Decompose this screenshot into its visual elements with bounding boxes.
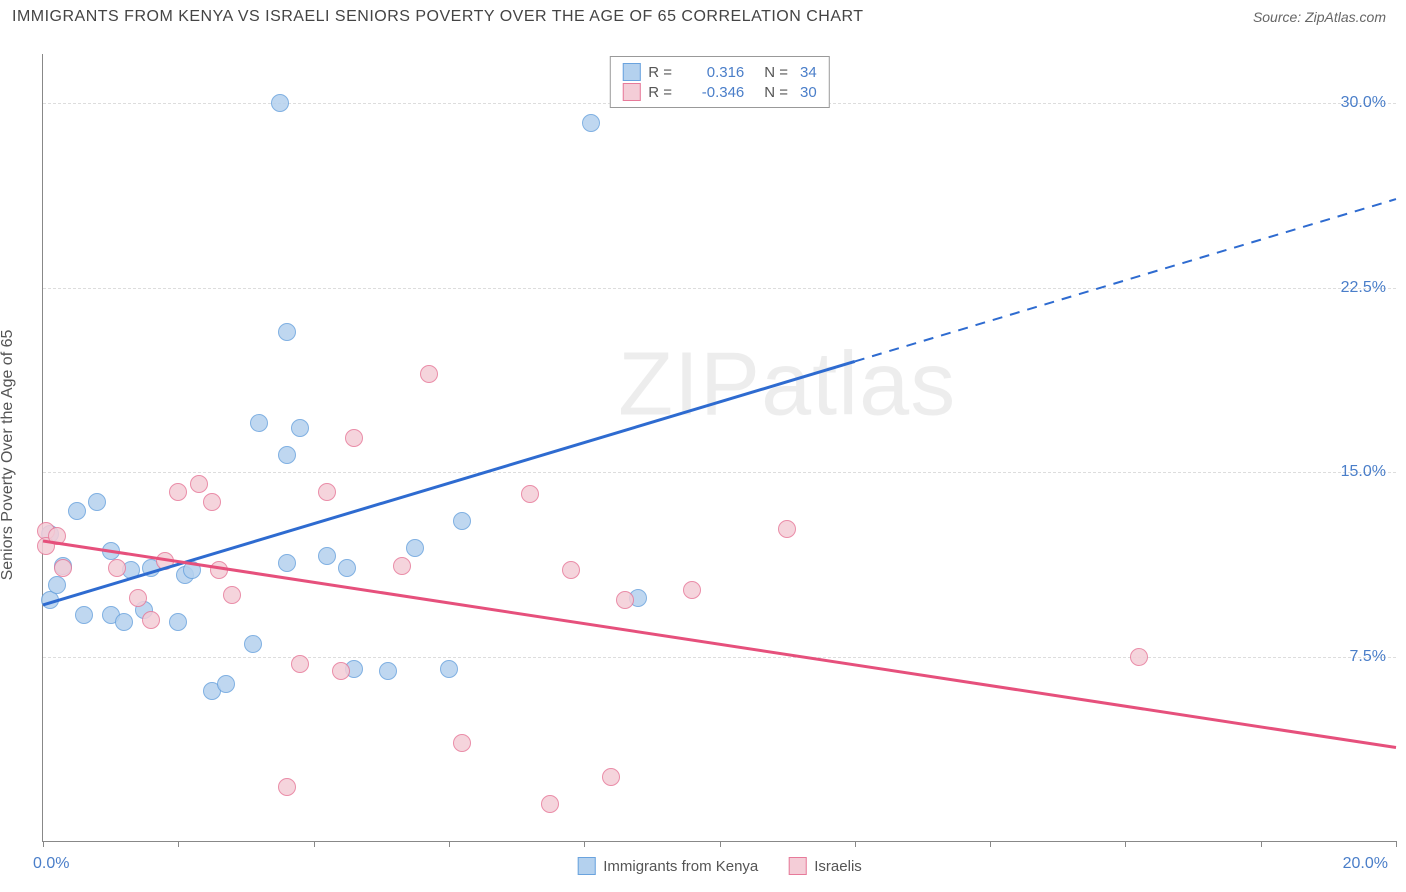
x-tick [990,841,991,847]
legend-item-1: Immigrants from Kenya [577,857,758,875]
legend-item-2: Israelis [788,857,862,875]
regression-lines [43,54,1396,841]
series-legend: Immigrants from Kenya Israelis [577,857,862,875]
chart-source: Source: ZipAtlas.com [1253,9,1386,25]
x-tick [449,841,450,847]
x-tick [1396,841,1397,847]
legend-swatch-1 [622,63,640,81]
y-axis-title: Seniors Poverty Over the Age of 65 [0,330,17,581]
x-tick [178,841,179,847]
legend-swatch-2 [622,83,640,101]
x-tick [1261,841,1262,847]
correlation-legend: R = 0.316 N = 34 R = -0.346 N = 30 [609,56,829,108]
x-tick [43,841,44,847]
x-tick [720,841,721,847]
x-axis-max-label: 20.0% [1343,855,1388,873]
x-tick [314,841,315,847]
scatter-chart: ZIPatlas R = 0.316 N = 34 R = -0.346 N =… [42,54,1396,842]
legend-row-series-2: R = -0.346 N = 30 [622,82,816,102]
chart-header: IMMIGRANTS FROM KENYA VS ISRAELI SENIORS… [0,0,1406,30]
chart-title: IMMIGRANTS FROM KENYA VS ISRAELI SENIORS… [12,8,864,26]
x-tick [855,841,856,847]
x-tick [1125,841,1126,847]
x-axis-min-label: 0.0% [33,855,69,873]
legend-swatch-bottom-2 [788,857,806,875]
x-tick [584,841,585,847]
legend-swatch-bottom-1 [577,857,595,875]
legend-row-series-1: R = 0.316 N = 34 [622,62,816,82]
